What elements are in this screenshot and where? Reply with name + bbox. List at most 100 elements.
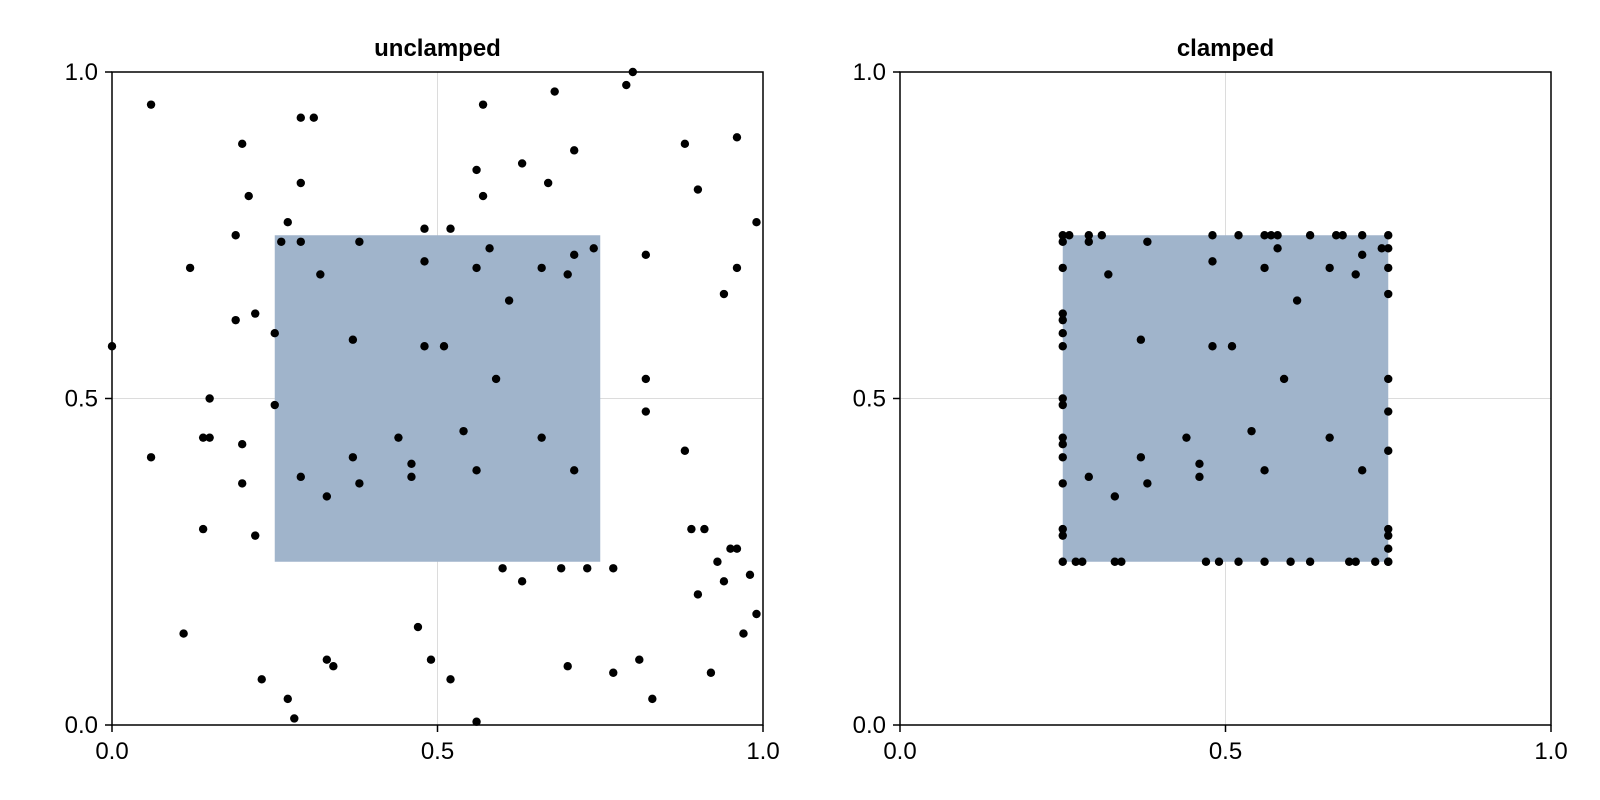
scatter-point [296,178,305,188]
scatter-point [1384,289,1393,299]
scatter-point [355,237,364,246]
scatter-point [1247,426,1256,436]
scatter-point [745,570,755,580]
scatter-point [446,675,455,684]
scatter-point [1260,557,1269,566]
scatter-point [1110,557,1120,566]
scatter-point [504,296,514,305]
scatter-point [1058,237,1067,246]
scatter-point [1358,250,1367,260]
chart-panel-1: 0.0 0.5 1.0 0.0 0.5 1.0 unclamped [65,35,780,765]
scatter-point [1195,472,1204,482]
x-tick-label: 0.5 [421,738,454,765]
scatter-point [1058,400,1067,410]
scatter-point [1384,244,1393,253]
y-tick-label: 0.0 [65,712,98,739]
scatter-point [537,433,546,442]
scatter-point [1234,557,1243,566]
scatter-point [589,244,598,253]
scatter-point [570,146,579,155]
scatter-point [257,675,266,684]
scatter-point [1384,531,1393,540]
scatter-point [198,433,208,442]
scatter-point [1371,557,1380,566]
scatter-point [1325,433,1334,442]
scatter-point [420,342,429,351]
scatter-point [1058,329,1067,338]
scatter-point [205,433,214,442]
scatter-point [732,263,742,273]
scatter-point [641,407,651,416]
scatter-point [680,446,690,455]
scatter-point [563,662,572,671]
scatter-point [329,662,338,671]
scatter-point [1305,231,1315,240]
scatter-point [198,524,208,534]
scatter-point [439,342,449,351]
scatter-point [1260,466,1269,475]
scatter-point [1384,374,1393,384]
y-tick-label: 0.5 [853,386,886,413]
scatter-point [517,159,527,168]
scatter-point [732,133,742,142]
scatter-point [478,191,488,201]
scatter-point [277,237,286,246]
scatter-point [1292,296,1302,305]
scatter-point [296,113,305,122]
clamp-region-rect [1062,235,1389,562]
y-tick-label: 0.0 [853,712,886,739]
scatter-point [1273,244,1282,253]
scatter-point [348,453,358,462]
scatter-point [485,244,494,253]
scatter-point [309,113,319,122]
x-tick-label: 0.5 [1209,738,1242,765]
scatter-point [1058,524,1067,534]
scatter-point [322,655,332,664]
scatter-point [407,472,416,482]
scatter-point [244,191,253,201]
scatter-point [146,453,156,462]
scatter-point [478,100,488,109]
scatter-point [648,694,657,704]
scatter-point [1227,342,1237,351]
scatter-point [1058,453,1067,462]
clamp-region-rect [274,235,601,562]
scatter-point [556,564,566,573]
scatter-point [719,289,729,299]
scatter-point [1260,231,1269,240]
scatter-point [1058,433,1067,442]
scatter-point [290,714,299,723]
scatter-point [641,250,651,260]
scatter-point [1279,374,1289,384]
scatter-point [622,80,631,90]
scatter-point [1338,231,1347,240]
y-tick-label: 0.5 [65,386,98,413]
scatter-point [1384,524,1393,534]
scatter-point [1136,453,1146,462]
scatter-point [609,564,618,573]
scatter-point [1351,557,1360,566]
scatter-point [1384,544,1393,553]
scatter-point [472,165,481,175]
scatter-point [283,217,292,227]
scatter-point [1305,557,1315,566]
scatter-point [1208,257,1217,266]
scatter-point [609,668,618,677]
x-tick-label: 1.0 [1534,738,1567,765]
scatter-point [1065,231,1074,240]
scatter-point [1344,557,1354,566]
scatter-point [1384,407,1393,416]
scatter-point [205,394,214,403]
scatter-point [348,335,358,344]
scatter-point [1071,557,1080,566]
scatter-point [472,466,481,475]
scatter-point [185,263,195,273]
scatter-point [570,250,579,260]
scatter-point [270,329,279,338]
scatter-point [550,87,559,96]
scatter-point [1084,231,1093,240]
scatter-point [1110,492,1120,501]
scatter-point [680,139,690,149]
scatter-point [543,178,553,188]
scatter-point [537,263,546,273]
